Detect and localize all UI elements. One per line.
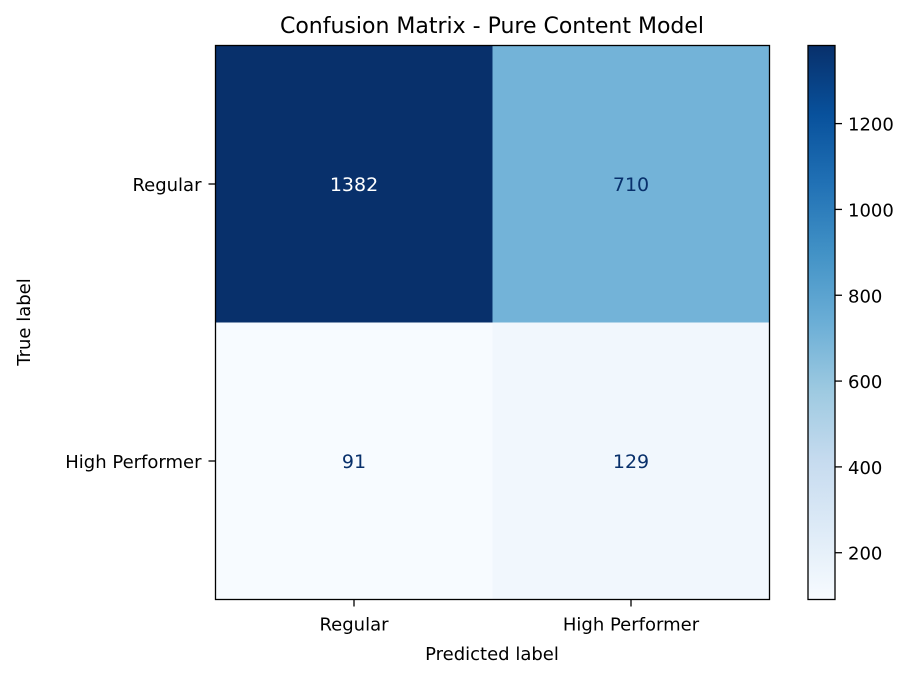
cell-value-label: 129 xyxy=(613,451,649,473)
heatmap-cell xyxy=(492,322,770,600)
colorbar-frame xyxy=(807,44,836,601)
y-axis-ticks: Regular High Performer xyxy=(65,175,216,473)
cell-value-labels: 1382 710 91 129 xyxy=(330,174,649,473)
x-axis-label: Predicted label xyxy=(425,644,559,665)
y-tick-label: High Performer xyxy=(65,452,202,473)
heatmap-cells xyxy=(215,45,770,600)
y-axis-label: True label xyxy=(14,278,35,367)
colorbar-tick-label: 400 xyxy=(848,458,882,479)
colorbar-tick-label: 1200 xyxy=(848,115,894,136)
plot-frame xyxy=(214,44,771,601)
chart-title: Confusion Matrix - Pure Content Model xyxy=(280,14,704,39)
x-tick-label: Regular xyxy=(319,615,389,636)
cell-value-label: 1382 xyxy=(330,174,378,196)
x-axis-ticks: Regular High Performer xyxy=(319,599,700,636)
heatmap-cell xyxy=(215,322,493,600)
colorbar xyxy=(808,45,835,600)
heatmap-cell xyxy=(215,45,493,323)
heatmap-cell xyxy=(492,45,770,323)
y-tick-label: Regular xyxy=(132,175,202,196)
colorbar-tick-label: 600 xyxy=(848,372,882,393)
colorbar-tick-label: 200 xyxy=(848,544,882,565)
colorbar-tick-label: 800 xyxy=(848,286,882,307)
colorbar-tick-label: 1000 xyxy=(848,200,894,221)
cell-value-label: 710 xyxy=(613,174,649,196)
cell-value-label: 91 xyxy=(342,451,366,473)
colorbar-ticks: 200 400 600 800 1000 1200 xyxy=(835,115,894,565)
x-tick-label: High Performer xyxy=(563,615,700,636)
